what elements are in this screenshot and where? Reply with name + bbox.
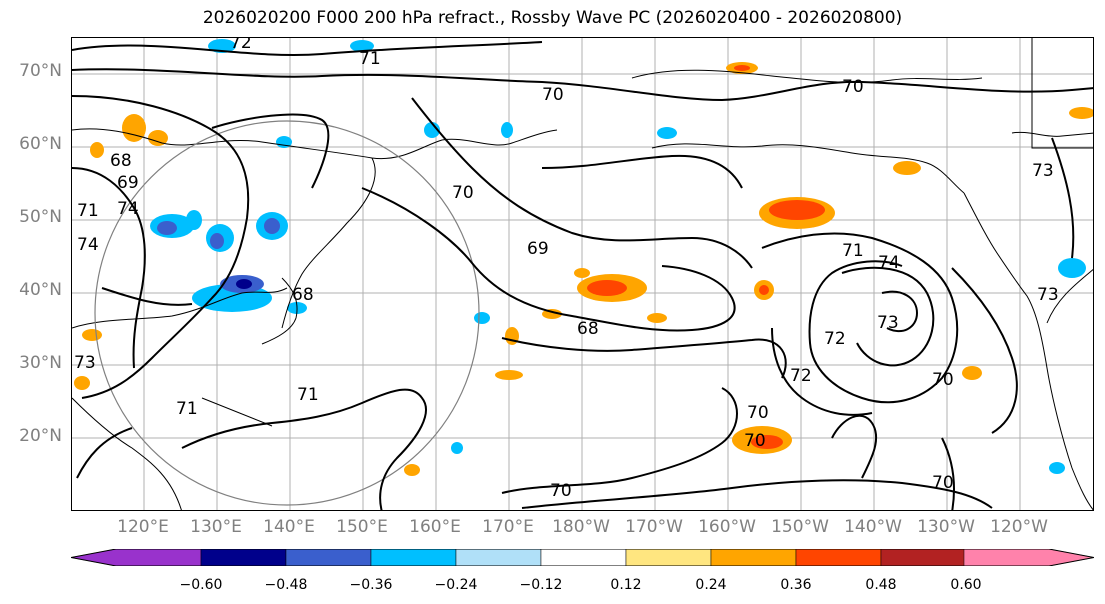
colorbar-tick-label: −0.60 [179,577,223,593]
colorbar-tick-label: −0.48 [264,577,308,593]
lon-label: 120°E [117,517,169,537]
contour-label: 74 [77,235,99,255]
contour-label: 70 [932,370,954,390]
contour-label: 71 [77,201,99,221]
lon-label: 130°E [190,517,242,537]
contour-label: 71 [359,49,381,69]
contour-label: 72 [230,38,252,53]
colorbar-swatch [200,549,287,566]
contour-label: 74 [878,253,900,273]
lon-label: 150°W [771,517,829,537]
anomaly-fills [74,39,1093,476]
colorbar-min-arrow [71,549,202,566]
lon-label: 140°W [844,517,902,537]
colorbar-swatch [285,549,372,566]
contour-label: 73 [1032,161,1054,181]
colorbar-tick-label: −0.24 [434,577,478,593]
contour-label: 69 [117,173,139,193]
lon-label: 160°E [409,517,461,537]
lon-label: 130°W [917,517,975,537]
chart-title: 2026020200 F000 200 hPa refract., Rossby… [202,8,903,28]
refractivity-contours [72,41,1093,510]
contour-label: 73 [74,353,96,373]
contour-label: 73 [1037,285,1059,305]
lat-label: 20°N [19,426,62,446]
colorbar-swatch [625,549,712,566]
contour-label: 70 [452,183,474,203]
contour-label: 73 [877,313,899,333]
colorbar-tick-label: 0.12 [610,577,642,593]
colorbar-swatch [710,549,797,566]
contour-labels: 72 71 70 70 68 69 70 71 74 74 73 68 69 6… [74,38,1059,501]
map-canvas: 72 71 70 70 68 69 70 71 74 74 73 68 69 6… [72,38,1093,510]
contour-label: 72 [824,329,846,349]
contour-label: 70 [747,403,769,423]
colorbar-swatch [370,549,457,566]
contour-label: 70 [842,77,864,97]
lon-label: 160°W [698,517,756,537]
colorbar-tick-label: 0.36 [780,577,812,593]
lon-label: 140°E [263,517,315,537]
contour-label: 70 [542,85,564,105]
coastlines [72,38,1093,510]
colorbar-swatch [795,549,882,566]
lon-label: 170°W [625,517,683,537]
lat-label: 50°N [19,207,62,227]
contour-label: 70 [932,473,954,493]
colorbar-tick-label: 0.60 [950,577,982,593]
lat-label: 30°N [19,353,62,373]
map-panel: 72 71 70 70 68 69 70 71 74 74 73 68 69 6… [71,37,1094,511]
colorbar-swatch [455,549,542,566]
colorbar-tick-label: 0.24 [695,577,727,593]
contour-label: 71 [176,399,198,419]
colorbar-swatch [540,549,627,566]
lon-label: 170°E [482,517,534,537]
colorbar [71,549,1094,566]
contour-label: 71 [842,241,864,261]
colorbar-swatch [880,549,967,566]
contour-label: 72 [790,366,812,386]
lon-label: 150°E [336,517,388,537]
contour-label: 69 [527,239,549,259]
contour-label: 68 [577,319,599,339]
contour-label: 70 [744,431,766,451]
colorbar-max-arrow [963,549,1094,566]
lat-label: 70°N [19,61,62,81]
colorbar-tick-label: −0.36 [349,577,393,593]
source-circle [94,120,480,506]
contour-label: 68 [292,285,314,305]
contour-label: 71 [297,385,319,405]
lat-label: 60°N [19,134,62,154]
contour-label: 74 [117,199,139,219]
colorbar-tick-label: 0.48 [865,577,897,593]
lon-label: 180°W [552,517,610,537]
contour-label: 70 [550,481,572,501]
colorbar-tick-label: −0.12 [519,577,563,593]
lat-label: 40°N [19,280,62,300]
contour-label: 68 [110,151,132,171]
lon-label: 120°W [990,517,1048,537]
